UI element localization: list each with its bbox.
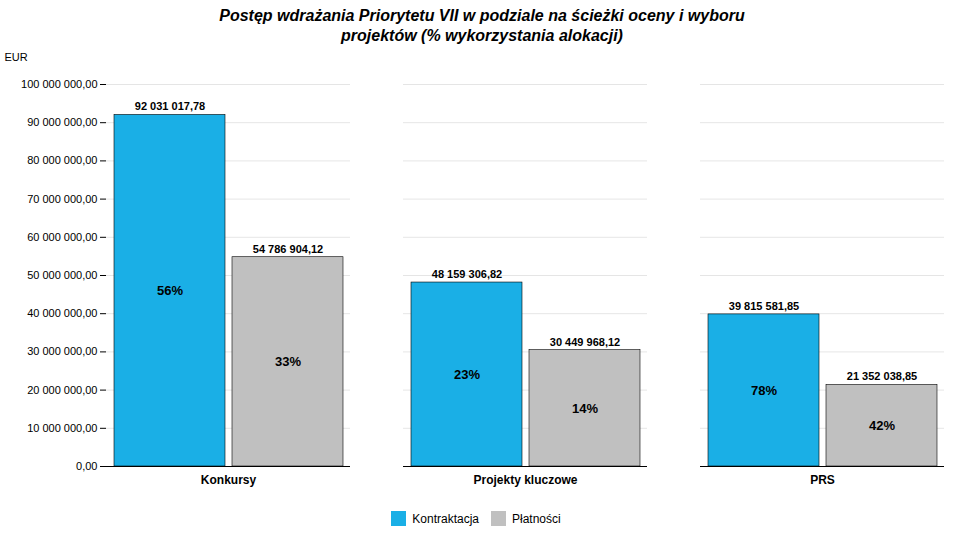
svg-text:78%: 78% [751, 383, 777, 398]
svg-text:92 031 017,78: 92 031 017,78 [135, 100, 205, 112]
html-text:Postęp wdrażania Priorytetu VI: Postęp wdrażania Priorytetu VII w podzia… [219, 7, 745, 44]
svg-text:60 000 000,00: 60 000 000,00 [27, 231, 97, 243]
svg-text:80 000 000,00: 80 000 000,00 [27, 154, 97, 166]
svg-text:Projekty kluczowe: Projekty kluczowe [473, 473, 577, 487]
svg-text:54 786 904,12: 54 786 904,12 [253, 243, 323, 255]
html-text:Płatności: Płatności [512, 511, 561, 526]
svg-text:33%: 33% [275, 354, 301, 369]
svg-text:39 815 581,85: 39 815 581,85 [729, 300, 799, 312]
svg-text:90 000 000,00: 90 000 000,00 [27, 116, 97, 128]
svg-text:20 000 000,00: 20 000 000,00 [27, 384, 97, 396]
svg-text:48 159 306,82: 48 159 306,82 [432, 268, 502, 280]
svg-text:100 000 000,00: 100 000 000,00 [21, 78, 97, 90]
svg-text:23%: 23% [454, 367, 480, 382]
html-text:Kontraktacja: Kontraktacja [412, 511, 479, 526]
svg-text:EUR: EUR [5, 51, 28, 63]
svg-text:30 000 000,00: 30 000 000,00 [27, 345, 97, 357]
svg-text:0,00: 0,00 [76, 460, 97, 472]
svg-text:50 000 000,00: 50 000 000,00 [27, 269, 97, 281]
svg-text:56%: 56% [157, 283, 183, 298]
svg-text:70 000 000,00: 70 000 000,00 [27, 193, 97, 205]
svg-text:PRS: PRS [810, 473, 835, 487]
svg-text:21 352 038,85: 21 352 038,85 [847, 370, 917, 382]
svg-text:30 449 968,12: 30 449 968,12 [550, 336, 620, 348]
svg-text:10 000 000,00: 10 000 000,00 [27, 422, 97, 434]
svg-text:42%: 42% [869, 418, 895, 433]
svg-text:40 000 000,00: 40 000 000,00 [27, 307, 97, 319]
svg-text:Konkursy: Konkursy [201, 473, 257, 487]
svg-text:14%: 14% [572, 401, 598, 416]
